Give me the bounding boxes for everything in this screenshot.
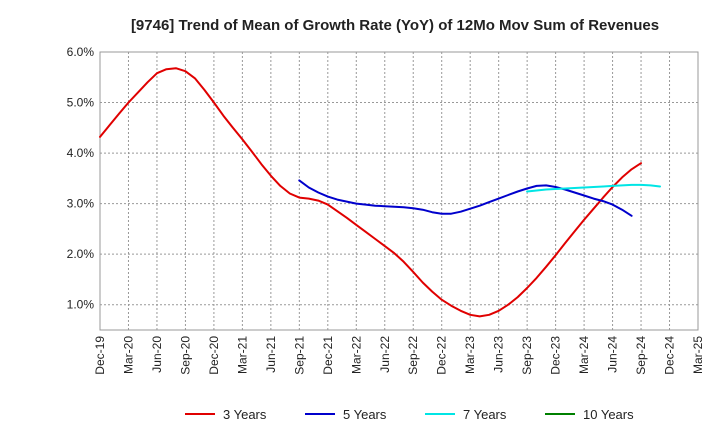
plot-frame [99,51,699,331]
x-tick-label: Jun-23 [492,336,506,373]
y-tick-label: 1.0% [67,298,95,312]
x-tick-label: Jun-20 [150,336,164,373]
x-tick-label: Mar-20 [121,336,135,374]
y-tick-label: 4.0% [67,146,95,160]
x-tick-label: Mar-24 [577,336,591,374]
x-tick-label: Dec-24 [663,336,677,375]
x-tick-label: Sep-24 [634,336,648,375]
legend: 3 Years 5 Years 7 Years 10 Years [185,407,634,422]
x-tick-label: Sep-23 [520,336,534,375]
x-tick-label: Mar-25 [691,336,705,374]
x-tick-label: Jun-22 [378,336,392,373]
x-tick-label: Dec-23 [549,336,563,375]
series-line-2 [298,179,633,217]
x-tick-label: Dec-21 [321,336,335,375]
x-tick-label: Jun-21 [264,336,278,373]
y-axis: 1.0% 2.0% 3.0% 4.0% 5.0% 6.0% [67,45,95,312]
legend-label-1: 3 Years [223,407,267,422]
x-tick-label: Dec-20 [207,336,221,375]
x-tick-label: Mar-23 [463,336,477,374]
y-tick-label: 5.0% [67,96,95,110]
x-tick-label: Dec-22 [435,336,449,375]
legend-label-4: 10 Years [583,407,634,422]
series-line-3 [526,183,661,193]
x-tick-label: Sep-21 [292,336,306,375]
series-line-1 [99,67,642,318]
legend-label-3: 7 Years [463,407,507,422]
x-tick-label: Jun-24 [606,336,620,373]
x-tick-label: Mar-21 [235,336,249,374]
y-tick-label: 3.0% [67,197,95,211]
chart-title: [9746] Trend of Mean of Growth Rate (YoY… [131,17,659,34]
y-tick-label: 2.0% [67,247,95,261]
x-tick-label: Dec-19 [93,336,107,375]
y-tick-label: 6.0% [67,45,95,59]
x-tick-label: Mar-22 [349,336,363,374]
x-tick-label: Sep-20 [178,336,192,375]
x-tick-label: Sep-22 [406,336,420,375]
series-layer [99,67,661,318]
x-axis: Dec-19 Mar-20 Jun-20 Sep-20 Dec-20 Mar-21 Jun-… [93,336,705,375]
legend-label-2: 5 Years [343,407,387,422]
